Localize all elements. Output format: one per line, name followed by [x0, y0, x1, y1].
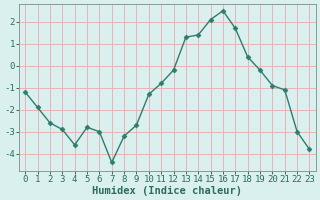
X-axis label: Humidex (Indice chaleur): Humidex (Indice chaleur) — [92, 186, 242, 196]
